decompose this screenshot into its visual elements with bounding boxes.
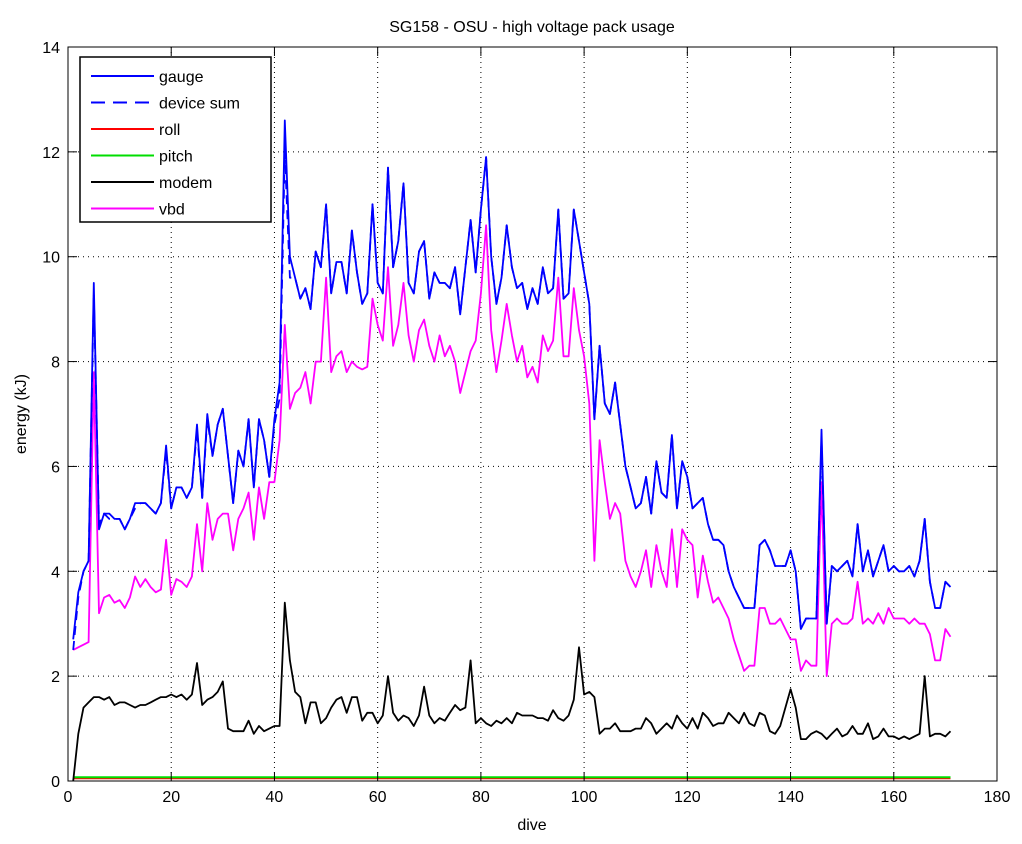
ticks: 0 20 40 60 80 100 120 140 160 180 0 2 4 6 8 10 12 14	[42, 40, 1010, 806]
x-tick-label: 0	[64, 789, 73, 806]
x-tick-label: 140	[777, 789, 804, 806]
legend-label: vbd	[159, 202, 185, 219]
y-tick-label: 12	[42, 145, 60, 162]
y-tick-label: 0	[51, 774, 60, 791]
legend-label: modem	[159, 175, 212, 192]
legend: gauge device sum roll pitch modem vbd	[79, 56, 272, 223]
legend-box	[79, 56, 272, 223]
x-tick-label: 40	[266, 789, 284, 806]
x-tick-label: 80	[472, 789, 490, 806]
y-tick-label: 8	[51, 355, 60, 372]
y-tick-label: 6	[51, 459, 60, 476]
legend-label: roll	[159, 122, 180, 139]
series-line-vbd	[72, 224, 952, 677]
x-axis-label: dive	[517, 817, 546, 834]
y-tick-label: 14	[42, 40, 60, 57]
x-tick-label: 160	[880, 789, 907, 806]
x-tick-label: 60	[369, 789, 387, 806]
y-tick-label: 2	[51, 669, 60, 686]
plot-frame	[67, 46, 998, 782]
x-tick-label: 180	[984, 789, 1011, 806]
legend-label: device sum	[159, 96, 240, 113]
x-tick-label: 100	[571, 789, 598, 806]
chart-title: SG158 - OSU - high voltage pack usage	[389, 19, 675, 36]
y-tick-label: 4	[51, 564, 60, 581]
legend-label: pitch	[159, 149, 193, 166]
x-tick-label: 20	[162, 789, 180, 806]
x-tick-label: 120	[674, 789, 701, 806]
series-line-gauge	[72, 119, 952, 640]
legend-label: gauge	[159, 69, 204, 86]
series-line-modem	[72, 601, 952, 782]
y-tick-label: 10	[42, 250, 60, 267]
series-layer	[72, 119, 952, 782]
y-axis-label: energy (kJ)	[13, 374, 30, 454]
